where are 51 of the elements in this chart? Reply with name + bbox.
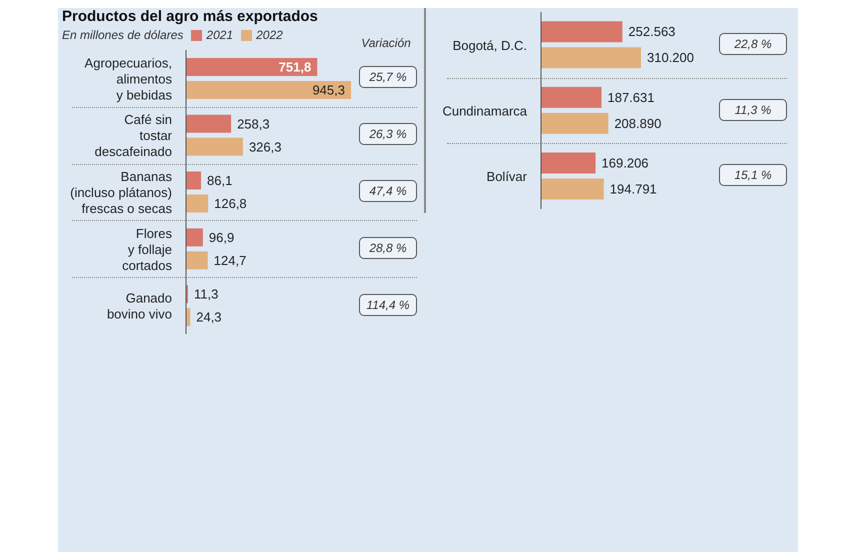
data-label: 96,9 — [208, 230, 234, 245]
legend-label: 2021 — [206, 28, 234, 42]
bar — [541, 152, 596, 174]
text: 25,7 % — [359, 66, 417, 88]
data-label: 194.791 — [610, 182, 657, 197]
data-label: 169.206 — [602, 156, 649, 171]
y-tick-label: Café sin tostar descafeinado — [94, 112, 173, 159]
bar — [186, 172, 202, 190]
text: 26,3 % — [359, 123, 417, 146]
data-label: 258,3 — [237, 116, 270, 132]
bar — [541, 86, 602, 108]
text: 28,8 % — [359, 236, 417, 259]
bar — [186, 251, 208, 270]
y-tick-label: Flores y follaje cortados — [122, 225, 172, 272]
bar — [186, 138, 243, 156]
text: 47,4 % — [359, 180, 417, 202]
y-tick-label: Bananas (incluso plátanos) frescas o secas — [70, 168, 172, 216]
y-tick-label: Bolívar — [486, 168, 528, 184]
bar — [186, 228, 203, 246]
data-label: 252.563 — [628, 24, 676, 40]
data-label: 326,3 — [248, 139, 282, 154]
y-tick-label: Agropecuarios, alimentos y bebidas — [84, 54, 172, 102]
data-label: 11,3 — [194, 286, 218, 302]
data-label: 751,8 — [278, 59, 312, 74]
y-tick-label: Ganado bovino vivo — [106, 290, 172, 322]
text: 15,1 % — [719, 164, 787, 186]
chart-subtitle: En millones de dólares — [62, 28, 184, 42]
bar — [541, 112, 608, 134]
y-tick-label: Bogotá, D.C. — [452, 37, 527, 52]
data-label: 208.890 — [614, 116, 662, 131]
bar — [186, 194, 208, 213]
text: 22,8 % — [719, 32, 787, 55]
bar — [186, 58, 318, 76]
bar — [541, 21, 622, 42]
chart-title: Productos del agro más exportados — [62, 8, 318, 25]
y-tick-label: Cundinamarca — [442, 103, 528, 118]
legend-label: 2022 — [256, 28, 283, 42]
data-label: 124,7 — [214, 252, 246, 268]
text: Variación — [360, 36, 412, 50]
data-label: 187.631 — [607, 90, 654, 105]
data-label: 126,8 — [214, 196, 247, 212]
data-label: 24,3 — [196, 310, 222, 325]
bar — [186, 114, 232, 133]
text: 114,4 % — [359, 294, 417, 316]
data-label: 86,1 — [207, 173, 232, 188]
bar — [541, 47, 641, 68]
data-label: 310.200 — [647, 50, 694, 66]
data-label: 945,3 — [312, 82, 345, 98]
text: 11,3 % — [719, 98, 787, 120]
bar — [541, 178, 604, 200]
bar — [186, 80, 351, 99]
